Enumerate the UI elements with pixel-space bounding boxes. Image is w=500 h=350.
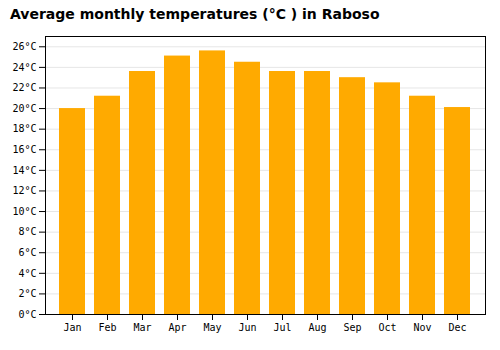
svg-text:Oct: Oct: [378, 322, 396, 333]
svg-text:22°C: 22°C: [12, 82, 36, 93]
svg-text:18°C: 18°C: [12, 123, 36, 134]
svg-text:2°C: 2°C: [18, 288, 36, 299]
svg-text:14°C: 14°C: [12, 165, 36, 176]
svg-text:24°C: 24°C: [12, 62, 36, 73]
svg-text:20°C: 20°C: [12, 103, 36, 114]
svg-text:May: May: [203, 322, 221, 333]
svg-text:Aug: Aug: [308, 322, 326, 333]
svg-text:Apr: Apr: [168, 322, 186, 333]
svg-text:16°C: 16°C: [12, 144, 36, 155]
svg-text:Jun: Jun: [238, 322, 256, 333]
html-text:Average monthly temperatures (: Average monthly temperatures (°C ) in Ra…: [10, 6, 380, 22]
svg-text:0°C: 0°C: [18, 309, 36, 320]
svg-text:10°C: 10°C: [12, 206, 36, 217]
svg-text:Sep: Sep: [343, 322, 361, 333]
svg-text:4°C: 4°C: [18, 268, 36, 279]
svg-text:6°C: 6°C: [18, 247, 36, 258]
svg-text:Feb: Feb: [98, 322, 116, 333]
svg-text:Mar: Mar: [133, 322, 151, 333]
svg-text:26°C: 26°C: [12, 41, 36, 52]
svg-text:Jul: Jul: [273, 322, 291, 333]
svg-text:Nov: Nov: [413, 322, 431, 333]
svg-text:Dec: Dec: [448, 322, 466, 333]
svg-text:8°C: 8°C: [18, 226, 36, 237]
svg-text:Jan: Jan: [63, 322, 81, 333]
svg-text:12°C: 12°C: [12, 185, 36, 196]
